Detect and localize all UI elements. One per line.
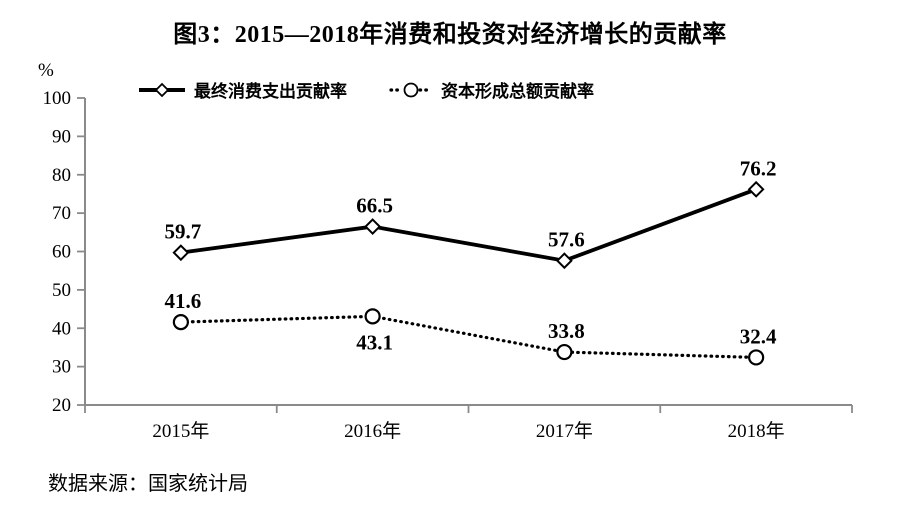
legend: 最终消费支出贡献率 资本形成总额贡献率	[138, 77, 594, 102]
y-axis-tick-label: 50	[52, 280, 71, 301]
data-point-label: 76.2	[740, 156, 777, 180]
y-axis-tick-label: 40	[52, 318, 71, 339]
circle-marker	[556, 343, 573, 361]
data-point-label: 41.6	[165, 289, 202, 313]
circle-marker	[364, 308, 381, 325]
y-axis-unit-label: %	[38, 60, 54, 81]
chart-title: 图3：2015—2018年消费和投资对经济增长的贡献率	[173, 22, 727, 48]
legend-label-capital: 资本形成总额贡献率	[441, 82, 594, 101]
data-point-label: 57.6	[548, 228, 585, 252]
x-axis-category-label: 2017年	[536, 420, 593, 442]
data-source-note: 数据来源：国家统计局	[48, 473, 248, 495]
data-point-label: 33.8	[548, 319, 585, 343]
series-line-1	[179, 314, 758, 360]
legend-label-consumption: 最终消费支出贡献率	[194, 82, 347, 101]
y-axis-tick-label: 60	[52, 242, 71, 263]
y-axis-tick-label: 30	[52, 357, 71, 378]
diamond-marker	[747, 180, 765, 198]
legend-item-consumption: 最终消费支出贡献率	[138, 77, 347, 102]
y-axis-tick-label: 90	[52, 126, 71, 147]
data-point-label: 59.7	[165, 220, 202, 244]
x-axis-category-label: 2015年	[152, 420, 209, 442]
y-axis-tick-label: 100	[43, 88, 72, 109]
data-point-label: 32.4	[740, 324, 777, 348]
data-point-label: 66.5	[356, 194, 393, 218]
dotted-line-circle-icon	[389, 82, 433, 97]
diamond-marker	[172, 244, 190, 262]
y-axis-tick-label: 20	[52, 395, 71, 416]
series-line-0	[180, 187, 757, 263]
x-axis-category-label: 2016年	[344, 420, 401, 442]
legend-item-capital: 资本形成总额贡献率	[389, 77, 594, 102]
y-axis-tick-label: 70	[52, 203, 71, 224]
y-axis-tick-label: 80	[52, 165, 71, 186]
x-axis-category-label: 2018年	[728, 420, 785, 442]
data-point-label: 43.1	[356, 330, 393, 354]
diamond-marker	[555, 252, 573, 270]
solid-line-diamond-icon	[139, 82, 185, 97]
diamond-marker	[364, 218, 382, 235]
circle-marker	[748, 349, 765, 366]
circle-marker	[172, 314, 189, 331]
